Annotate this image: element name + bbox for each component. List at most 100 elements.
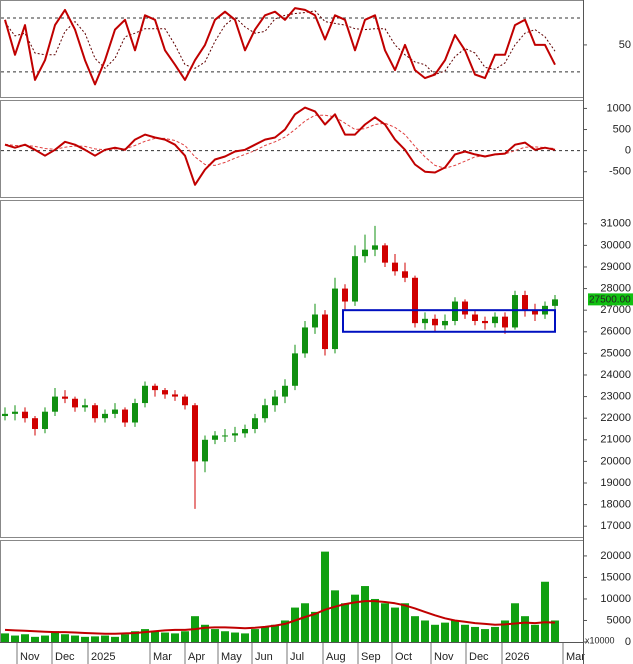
y-tick-label: 22000 (600, 412, 631, 424)
volume-bar (121, 634, 129, 642)
x-tick-label: Jul (290, 651, 304, 663)
candle-body (392, 262, 398, 272)
volume-bar (251, 629, 259, 642)
x-tick-label: Nov (434, 651, 454, 663)
candle-body (332, 288, 338, 350)
volume-bar (201, 624, 209, 642)
y-tick-label: 21000 (600, 434, 631, 446)
candle-body (492, 316, 498, 324)
volume-bar (381, 603, 389, 642)
volume-bar (291, 607, 299, 642)
x-tick-label: Dec (469, 651, 489, 663)
volume-bar (301, 603, 309, 642)
candle-body (522, 295, 528, 311)
x-tick-label: Aug (326, 651, 346, 663)
candle-body (292, 353, 298, 386)
y-tick-label: 31000 (600, 218, 631, 230)
candle-body (262, 405, 268, 419)
candle-body (142, 385, 148, 404)
panel-frame (0, 0, 584, 98)
series-line (4, 114, 556, 169)
series-line (4, 7, 556, 86)
candle-body (102, 413, 108, 419)
candle-body (432, 318, 438, 326)
candle-body (222, 435, 228, 437)
candle-body (412, 277, 418, 324)
y-tick-label: 26000 (600, 326, 631, 338)
candle-body (362, 249, 368, 257)
volume-bar (471, 626, 479, 642)
candle-body (132, 403, 138, 423)
volume-bar (531, 624, 539, 642)
last-price-marker (588, 293, 633, 306)
candle-body (342, 288, 348, 302)
y-tick-label: 23000 (600, 390, 631, 402)
volume-bar (81, 636, 89, 642)
y-tick-label: 27000 (600, 304, 631, 316)
volume-bar (351, 594, 359, 642)
volume-bar (331, 590, 339, 642)
candle-body (112, 409, 118, 414)
volume-bar (541, 581, 549, 642)
volume-bar (91, 636, 99, 642)
candle-body (322, 314, 328, 350)
y-tick-label: 50 (619, 39, 631, 51)
candle-body (472, 314, 478, 321)
y-tick-label: 29000 (600, 261, 631, 273)
volume-bar (271, 624, 279, 642)
x-tick-label: Dec (55, 651, 75, 663)
y-tick-label: 25000 (600, 347, 631, 359)
candle-body (62, 396, 68, 399)
candle-body (532, 310, 538, 315)
candle-body (552, 299, 558, 306)
x-tick-label: Oct (395, 651, 412, 663)
volume-bar (51, 631, 59, 642)
y-tick-label: 18000 (600, 499, 631, 511)
volume-bar (501, 620, 509, 642)
volume-bar (521, 616, 529, 642)
candle-body (202, 439, 208, 462)
volume-bar (211, 629, 219, 642)
volume-bar (411, 616, 419, 642)
volume-bar (261, 626, 269, 642)
candle-body (352, 256, 358, 302)
candle-body (122, 409, 128, 423)
x-tick-label: Jun (255, 651, 273, 663)
candle-body (402, 271, 408, 278)
volume-bar (311, 611, 319, 642)
y-tick-label: 10000 (600, 593, 631, 605)
volume-bar (151, 631, 159, 642)
x-tick-label: 2026 (505, 651, 529, 663)
x-tick-label: Sep (361, 651, 381, 663)
volume-bar (461, 624, 469, 642)
candle-body (232, 433, 238, 436)
candle-body (192, 405, 198, 462)
candle-body (2, 413, 8, 417)
volume-bar (141, 629, 149, 642)
y-tick-label: 28000 (600, 282, 631, 294)
y-tick-label: 15000 (600, 571, 631, 583)
volume-bar (481, 629, 489, 642)
candle-body (12, 411, 18, 414)
y-tick-label: 5000 (607, 614, 631, 626)
series-line (4, 106, 556, 186)
volume-bar (231, 632, 239, 642)
candle-body (382, 245, 388, 263)
volume-bar (551, 620, 559, 642)
y-tick-label: 20000 (600, 550, 631, 562)
volume-bar (281, 620, 289, 642)
candle-body (452, 301, 458, 321)
candle-body (442, 320, 448, 326)
x-tick-label: Nov (20, 651, 40, 663)
y-tick-label: 20000 (600, 455, 631, 467)
candle-body (242, 428, 248, 434)
last-price-label: 27500.00 (589, 295, 631, 306)
volume-bar (161, 632, 169, 642)
volume-bar (491, 626, 499, 642)
candle-body (502, 316, 508, 328)
candle-body (22, 411, 28, 419)
candle-body (302, 327, 308, 354)
x-tick-label: Apr (188, 651, 205, 663)
y-tick-label: 1000 (607, 102, 631, 114)
